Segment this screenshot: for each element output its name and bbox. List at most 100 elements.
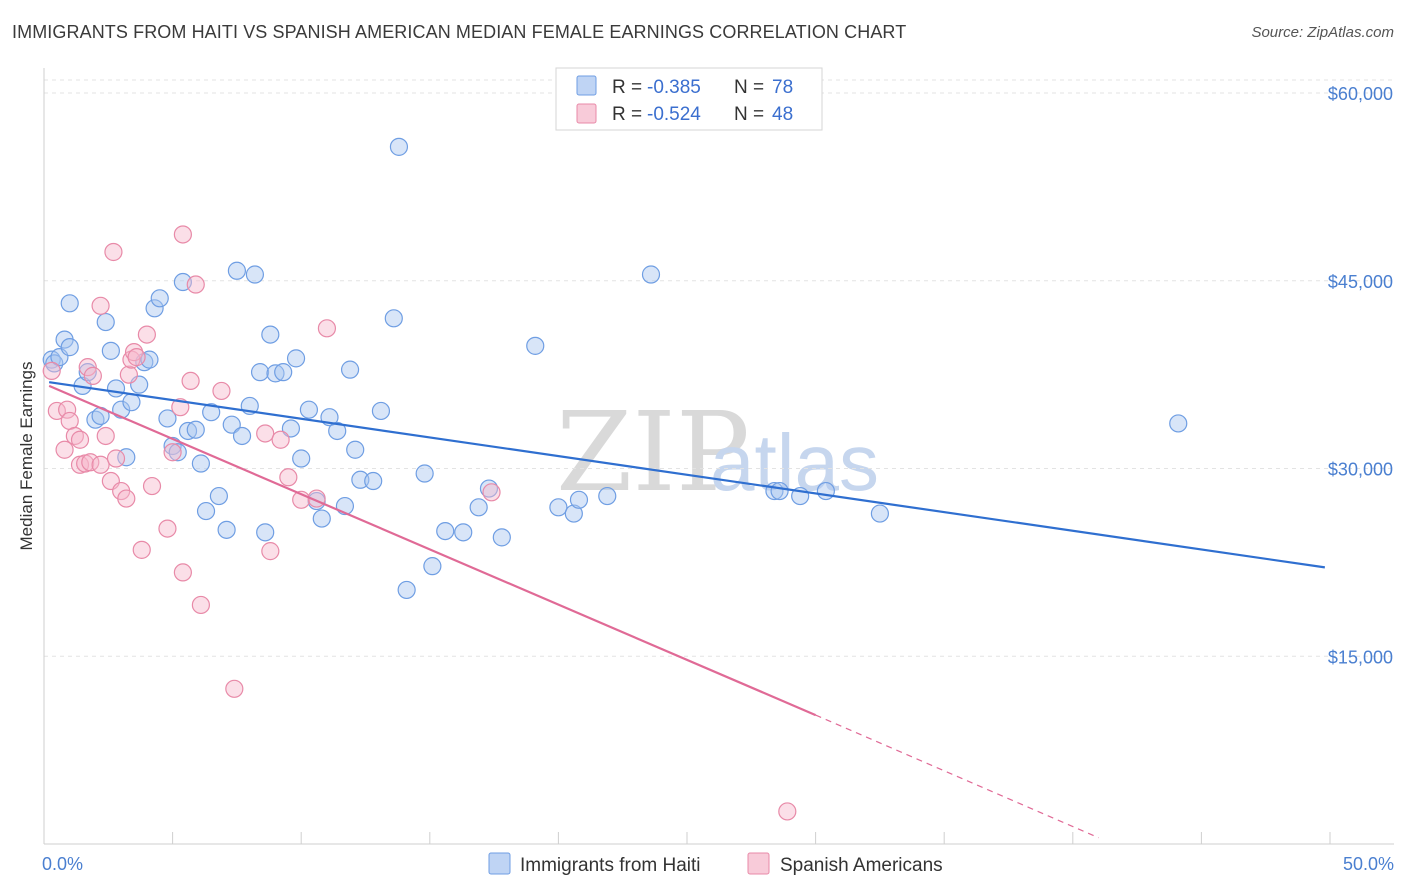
data-point (209, 486, 228, 506)
data-point (158, 409, 177, 428)
bottom-legend-label-haiti: Immigrants from Haiti (520, 855, 701, 876)
axes (43, 68, 1394, 845)
trend-line (48, 384, 817, 717)
data-point (870, 504, 890, 523)
data-point (816, 481, 835, 501)
data-point (101, 341, 120, 360)
data-point (492, 528, 511, 547)
data-point (778, 802, 797, 821)
data-point (328, 421, 347, 441)
data-point (70, 430, 90, 449)
data-point (340, 360, 360, 379)
data-point (83, 366, 102, 385)
data-point (127, 348, 146, 367)
data-point (58, 400, 77, 419)
data-point (549, 498, 568, 517)
x-tick-labels: 0.0% 50.0% (42, 854, 1394, 874)
data-point (641, 265, 661, 284)
correlation-legend: R = -0.385 N = 78 R = -0.524 N = 48 (555, 67, 823, 131)
data-point (60, 411, 79, 431)
data-point (245, 265, 265, 284)
data-point (312, 509, 331, 528)
y-tick-label: $45,000 (1328, 272, 1393, 292)
y-tick-label: $30,000 (1328, 460, 1393, 480)
data-point (137, 325, 156, 344)
data-point (181, 371, 200, 391)
data-point (124, 343, 144, 362)
data-point (1169, 414, 1188, 433)
data-point (186, 275, 205, 294)
data-point (91, 296, 110, 315)
legend-n-label-haiti: N = (734, 77, 764, 98)
data-point (104, 242, 123, 262)
data-point (436, 521, 455, 541)
data-point (191, 595, 210, 615)
data-point (163, 443, 182, 462)
data-point (202, 403, 221, 422)
data-point (415, 464, 434, 483)
data-point (770, 481, 789, 501)
data-point (60, 294, 79, 313)
data-point (371, 401, 391, 421)
data-point (317, 319, 337, 338)
data-point (482, 483, 501, 502)
y-tick-label: $60,000 (1328, 84, 1393, 104)
data-point (256, 523, 275, 542)
data-point (178, 421, 198, 441)
data-point (119, 365, 138, 384)
trend-lines (48, 381, 1326, 839)
series-legend: Immigrants from Haiti Spanish Americans (488, 852, 943, 876)
data-point (145, 299, 164, 318)
data-point (158, 519, 177, 538)
bottom-legend-swatch-haiti (488, 852, 511, 875)
data-point (196, 501, 216, 521)
data-point (286, 349, 306, 368)
trend-line (48, 381, 1326, 569)
data-point (171, 398, 190, 417)
data-point (598, 486, 617, 506)
chart-title: IMMIGRANTS FROM HAITI VS SPANISH AMERICA… (12, 22, 907, 42)
data-point (346, 440, 365, 459)
data-point (106, 379, 126, 398)
trend-line-extension (815, 714, 1099, 839)
data-point (389, 137, 409, 156)
data-point (256, 424, 275, 443)
data-point (232, 426, 252, 446)
data-point (42, 361, 61, 380)
data-point (212, 381, 231, 401)
legend-n-value-spanish: 48 (772, 104, 793, 125)
watermark-atlas: atlas (710, 418, 879, 507)
legend-r-label-spanish: R = (612, 104, 642, 125)
data-point (222, 415, 241, 434)
data-point (569, 490, 589, 509)
bottom-legend-label-spanish: Spanish Americans (780, 855, 943, 876)
data-point (142, 476, 162, 496)
x-tick-label: 50.0% (1343, 854, 1394, 874)
data-point (299, 400, 319, 419)
watermark-zip: ZIP (556, 388, 750, 516)
data-point (150, 289, 169, 308)
x-tick-label: 0.0% (42, 854, 83, 874)
legend-r-label-haiti: R = (612, 77, 642, 98)
data-point (173, 563, 192, 582)
y-tick-labels: $15,000 $30,000 $45,000 $60,000 (1328, 84, 1393, 667)
data-point (397, 580, 416, 600)
data-point (96, 312, 115, 332)
data-point (106, 449, 126, 468)
data-point (96, 426, 115, 446)
y-axis-title: Median Female Earnings (17, 362, 36, 551)
data-point (526, 336, 545, 355)
data-point (225, 679, 244, 698)
legend-n-value-haiti: 78 (772, 77, 793, 98)
data-point (122, 393, 141, 412)
series-haiti-points (42, 137, 1188, 600)
data-point (173, 225, 192, 244)
legend-n-label-spanish: N = (734, 104, 764, 125)
data-point (186, 420, 205, 439)
data-point (217, 520, 236, 539)
legend-r-value-spanish: -0.524 (647, 104, 701, 125)
legend-r-value-haiti: -0.385 (647, 77, 701, 98)
data-point (364, 471, 383, 491)
source-label: Source: ZipAtlas.com (1251, 24, 1394, 41)
